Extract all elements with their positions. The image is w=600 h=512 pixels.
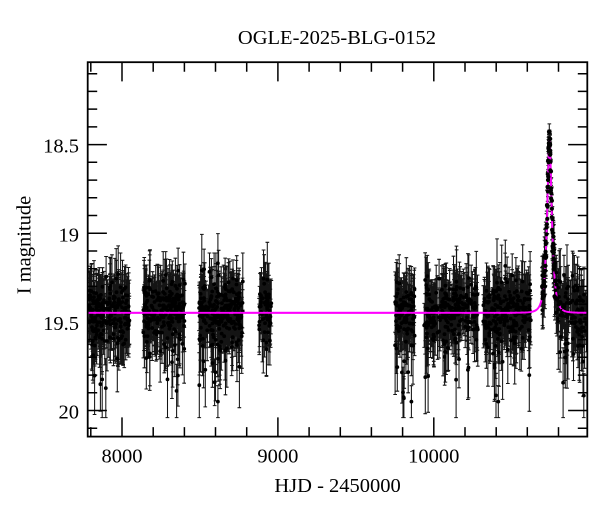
svg-text:20: 20 (59, 402, 80, 424)
svg-text:9000: 9000 (257, 446, 298, 468)
svg-text:8000: 8000 (102, 446, 143, 468)
svg-text:18.5: 18.5 (43, 136, 79, 158)
svg-text:HJD - 2450000: HJD - 2450000 (274, 475, 400, 497)
svg-text:19.5: 19.5 (43, 313, 79, 335)
svg-text:10000: 10000 (408, 446, 459, 468)
svg-text:OGLE-2025-BLG-0152: OGLE-2025-BLG-0152 (238, 27, 436, 49)
svg-text:19: 19 (59, 224, 80, 246)
svg-text:I magnitude: I magnitude (14, 196, 36, 295)
